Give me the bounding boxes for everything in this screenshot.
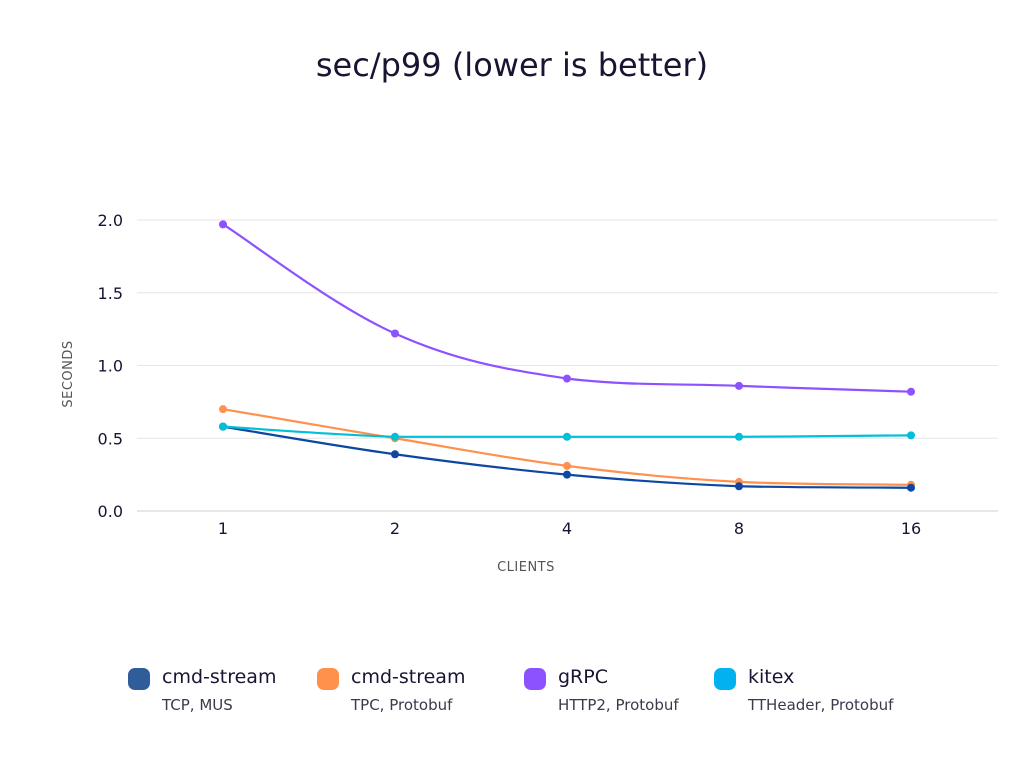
data-point: [563, 461, 571, 470]
data-point: [391, 329, 399, 338]
legend-label: cmd-stream: [162, 666, 277, 688]
data-point: [907, 431, 915, 440]
series-line: [222, 223, 912, 393]
axes: 0.0 0.5 1.0 1.5 2.0 1 2 4 8 16: [98, 211, 998, 538]
legend-swatch: [128, 668, 150, 690]
data-point: [563, 432, 571, 441]
legend-sublabel: TPC, Protobuf: [351, 696, 453, 714]
legend-label: kitex: [748, 666, 795, 688]
x-tick-label: 8: [734, 519, 744, 538]
series-4: [219, 422, 915, 441]
legend-sublabel: TCP, MUS: [162, 696, 233, 714]
data-point: [391, 432, 399, 441]
x-tick-label: 4: [562, 519, 572, 538]
data-point: [735, 482, 743, 491]
legend-swatch: [317, 668, 339, 690]
data-point: [563, 470, 571, 479]
y-tick-label: 1.5: [98, 284, 123, 303]
y-tick-label: 0.0: [98, 502, 123, 521]
y-tick-label: 1.0: [98, 357, 123, 376]
legend-swatch: [714, 668, 736, 690]
x-tick-label: 2: [390, 519, 400, 538]
legend-label: cmd-stream: [351, 666, 466, 688]
series-3: [219, 220, 915, 396]
y-axis-title: SECONDS: [61, 340, 76, 407]
data-point: [907, 483, 915, 492]
legend-label: gRPC: [558, 666, 608, 688]
series-lines: [219, 220, 915, 492]
legend-sublabel: TTHeader, Protobuf: [748, 696, 894, 714]
x-axis-title: CLIENTS: [497, 560, 555, 575]
x-tick-label: 1: [218, 519, 228, 538]
x-tick-label: 16: [901, 519, 921, 538]
data-point: [219, 422, 227, 431]
y-tick-label: 2.0: [98, 211, 123, 230]
data-point: [735, 432, 743, 441]
y-tick-label: 0.5: [98, 429, 123, 448]
legend-sublabel: HTTP2, Protobuf: [558, 696, 679, 714]
data-point: [735, 381, 743, 390]
legend-swatch: [524, 668, 546, 690]
grid-lines: [137, 219, 998, 439]
data-point: [219, 220, 227, 229]
data-point: [391, 450, 399, 459]
data-point: [563, 374, 571, 383]
data-point: [907, 387, 915, 396]
data-point: [219, 405, 227, 414]
chart-title: sec/p99 (lower is better): [315, 46, 709, 84]
